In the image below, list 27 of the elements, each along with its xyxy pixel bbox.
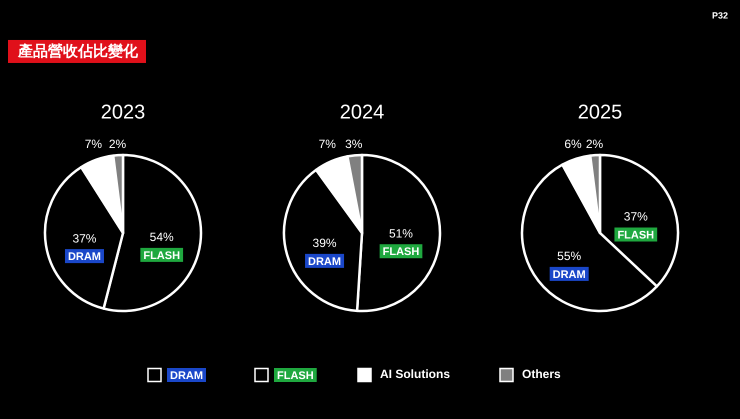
slice-label: FLASH bbox=[382, 246, 420, 258]
data-label: 2% bbox=[586, 137, 604, 152]
chart-title: 2024 bbox=[340, 101, 384, 124]
text: 產品營收佔比變化 bbox=[17, 42, 139, 60]
data-label: 37% bbox=[624, 210, 648, 224]
slice-label: DRAM bbox=[552, 268, 586, 281]
legend-label: DRAM bbox=[170, 370, 203, 382]
data-label: 3% bbox=[345, 137, 363, 152]
data-label: 54% bbox=[150, 230, 174, 244]
data-label: 39% bbox=[312, 236, 337, 250]
data-label: 37% bbox=[72, 231, 97, 246]
data-label: 7% bbox=[318, 137, 336, 152]
data-label: 7% bbox=[84, 137, 102, 152]
text: P32 bbox=[712, 10, 728, 20]
slice-label: DRAM bbox=[68, 251, 101, 264]
chart-title: 2023 bbox=[100, 101, 146, 124]
slice-label: DRAM bbox=[308, 256, 342, 268]
data-label: 2% bbox=[108, 137, 127, 152]
slice-label: FLASH bbox=[143, 250, 180, 262]
chart-title: 2025 bbox=[578, 101, 622, 124]
legend-label: Others bbox=[522, 367, 562, 382]
data-label: 55% bbox=[557, 249, 582, 264]
legend-label: FLASH bbox=[277, 370, 314, 382]
slice-label: FLASH bbox=[617, 229, 654, 242]
legend-label: AI Solutions bbox=[380, 367, 450, 382]
data-label: 6% bbox=[564, 137, 582, 152]
data-label: 51% bbox=[388, 226, 414, 240]
